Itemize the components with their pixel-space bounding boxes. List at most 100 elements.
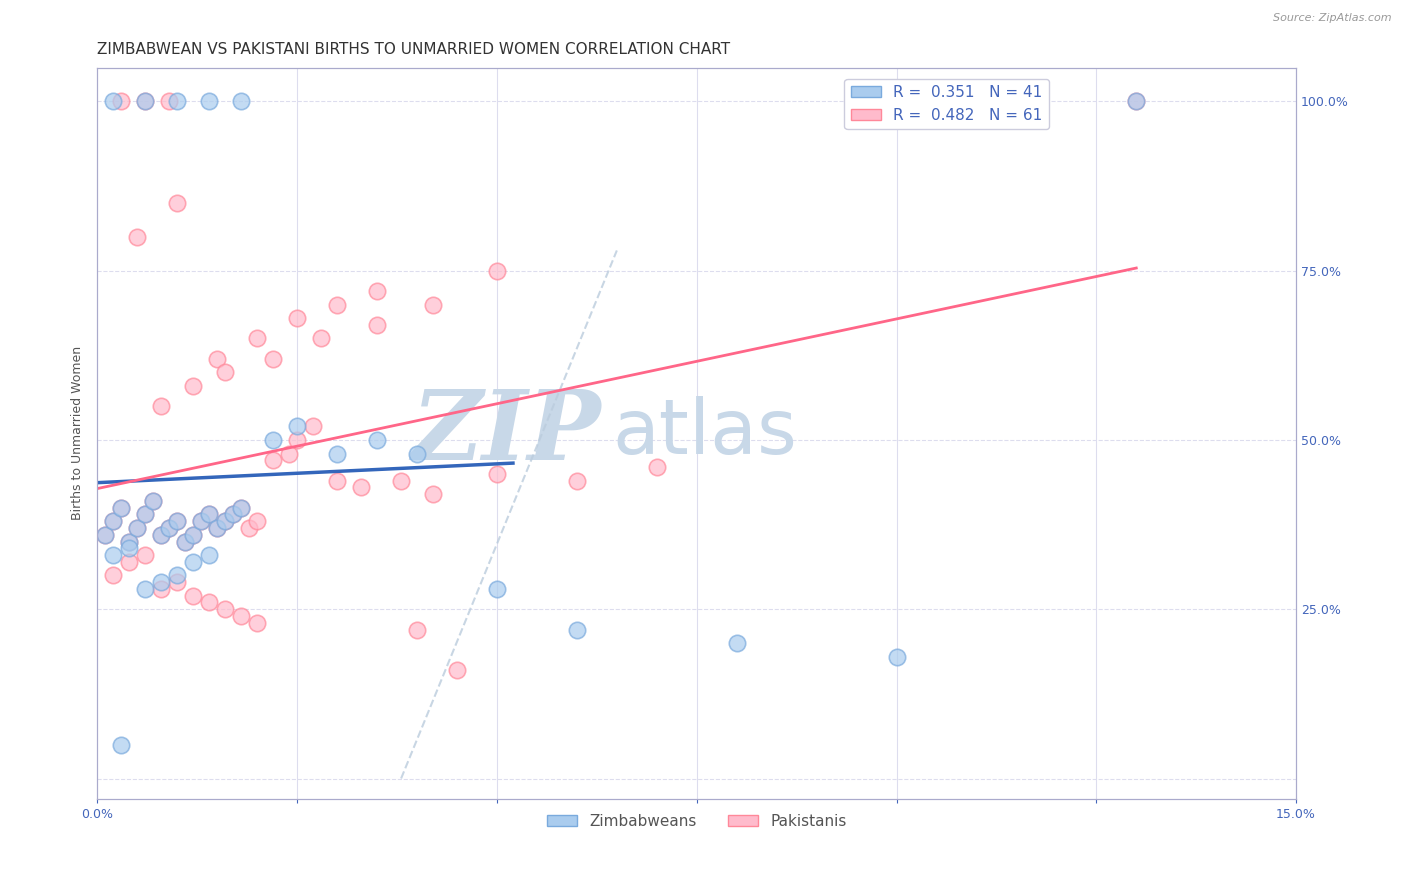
Point: [231, 95, 253, 109]
Point: [422, 487, 444, 501]
Point: [157, 95, 180, 109]
Point: [231, 609, 253, 624]
Point: [198, 548, 221, 562]
Point: [127, 230, 149, 244]
Point: [134, 582, 156, 596]
Point: [1125, 95, 1147, 109]
Point: [183, 555, 205, 569]
Point: [118, 534, 141, 549]
Point: [190, 514, 212, 528]
Point: [485, 264, 508, 278]
Point: [94, 528, 117, 542]
Point: [406, 623, 429, 637]
Point: [262, 433, 284, 447]
Point: [94, 528, 117, 542]
Point: [142, 494, 165, 508]
Point: [278, 446, 301, 460]
Point: [214, 365, 236, 379]
Point: [166, 575, 188, 590]
Point: [238, 521, 260, 535]
Point: [103, 514, 125, 528]
Text: ZIMBABWEAN VS PAKISTANI BIRTHS TO UNMARRIED WOMEN CORRELATION CHART: ZIMBABWEAN VS PAKISTANI BIRTHS TO UNMARR…: [97, 42, 731, 57]
Point: [285, 419, 308, 434]
Point: [422, 297, 444, 311]
Point: [406, 446, 429, 460]
Point: [214, 514, 236, 528]
Point: [183, 379, 205, 393]
Point: [150, 575, 173, 590]
Point: [198, 508, 221, 522]
Point: [207, 521, 229, 535]
Point: [366, 284, 388, 298]
Point: [302, 419, 325, 434]
Point: [157, 521, 180, 535]
Point: [222, 508, 245, 522]
Point: [309, 331, 332, 345]
Point: [246, 514, 269, 528]
Point: [150, 582, 173, 596]
Point: [134, 508, 156, 522]
Y-axis label: Births to Unmarried Women: Births to Unmarried Women: [72, 346, 84, 520]
Point: [389, 474, 412, 488]
Text: atlas: atlas: [613, 396, 797, 470]
Point: [231, 500, 253, 515]
Point: [150, 399, 173, 413]
Point: [110, 500, 132, 515]
Point: [485, 582, 508, 596]
Point: [246, 331, 269, 345]
Point: [262, 351, 284, 366]
Point: [214, 602, 236, 616]
Point: [565, 474, 588, 488]
Text: Source: ZipAtlas.com: Source: ZipAtlas.com: [1274, 13, 1392, 23]
Text: ZIP: ZIP: [411, 386, 600, 480]
Point: [198, 95, 221, 109]
Point: [246, 615, 269, 630]
Point: [157, 521, 180, 535]
Point: [285, 311, 308, 326]
Point: [134, 95, 156, 109]
Point: [565, 623, 588, 637]
Point: [142, 494, 165, 508]
Point: [134, 508, 156, 522]
Point: [134, 548, 156, 562]
Point: [110, 738, 132, 752]
Point: [485, 467, 508, 481]
Point: [118, 555, 141, 569]
Point: [174, 534, 197, 549]
Point: [262, 453, 284, 467]
Point: [103, 95, 125, 109]
Point: [285, 433, 308, 447]
Point: [150, 528, 173, 542]
Point: [118, 541, 141, 556]
Point: [183, 528, 205, 542]
Point: [198, 595, 221, 609]
Point: [231, 500, 253, 515]
Point: [127, 521, 149, 535]
Point: [103, 548, 125, 562]
Point: [166, 514, 188, 528]
Point: [190, 514, 212, 528]
Point: [118, 534, 141, 549]
Point: [350, 480, 373, 494]
Point: [725, 636, 748, 650]
Point: [134, 95, 156, 109]
Point: [183, 528, 205, 542]
Point: [1125, 95, 1147, 109]
Point: [166, 196, 188, 211]
Point: [150, 528, 173, 542]
Point: [110, 500, 132, 515]
Point: [166, 95, 188, 109]
Point: [886, 649, 908, 664]
Point: [198, 508, 221, 522]
Point: [326, 297, 349, 311]
Point: [166, 568, 188, 582]
Point: [174, 534, 197, 549]
Point: [207, 521, 229, 535]
Point: [103, 514, 125, 528]
Point: [103, 568, 125, 582]
Point: [446, 663, 468, 677]
Point: [645, 460, 668, 475]
Point: [207, 351, 229, 366]
Point: [166, 514, 188, 528]
Point: [110, 95, 132, 109]
